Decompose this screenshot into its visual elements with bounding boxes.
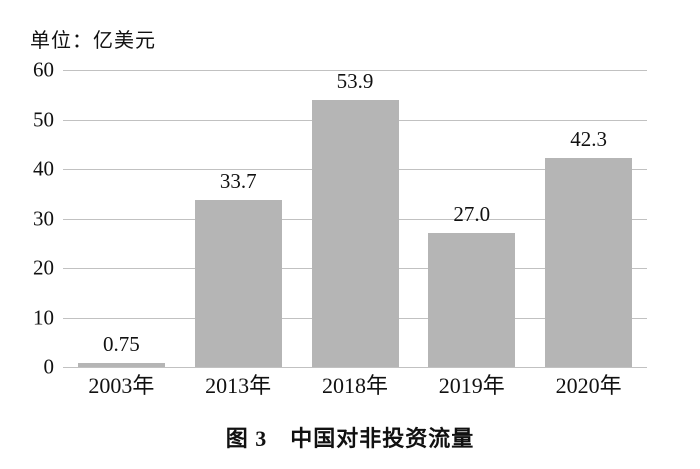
y-tick-label-60: 60: [33, 57, 54, 82]
x-tick-label-2013年: 2013年: [205, 373, 272, 398]
figure-caption: 图 3 中国对非投资流量: [225, 426, 475, 451]
y-tick-label-10: 10: [33, 305, 54, 329]
value-label-2019年: 27.0: [453, 202, 491, 227]
x-tick-label-2003年: 2003年: [88, 373, 155, 398]
bar-2013年: [194, 200, 282, 367]
gridline-y-0: [63, 367, 647, 368]
y-tick-label-0: 0: [43, 354, 55, 379]
y-tick-label-50: 50: [33, 107, 54, 131]
y-axis: 0 10 20 30 40 50 60: [0, 59, 54, 377]
bar-2019年: [428, 233, 516, 367]
x-tick-label-2018年: 2018年: [321, 373, 389, 398]
y-tick-label-20: 20: [33, 255, 54, 280]
value-label-2020年: 42.3: [570, 126, 607, 151]
x-tick-label-2019年: 2019年: [438, 373, 505, 398]
bar-2003年: [77, 363, 165, 367]
y-tick-label-40: 40: [33, 156, 54, 181]
y-tick-label-30: 30: [33, 206, 54, 230]
value-label-2018年: 53.9: [336, 69, 374, 94]
bar-2018年: [311, 100, 399, 367]
plot-area: 0.75 2003年 33.7 2013年 53.9 2018年 27.0 2019年 42.3…: [63, 69, 647, 397]
value-label-2013年: 33.7: [219, 169, 257, 194]
value-label-2003年: 0.75: [103, 332, 140, 357]
x-tick-label-2020年: 2020年: [555, 373, 622, 398]
gridline-y-60: [63, 70, 647, 71]
unit-label: 单位：亿美元: [30, 30, 156, 52]
bar-2020年: [545, 157, 633, 367]
